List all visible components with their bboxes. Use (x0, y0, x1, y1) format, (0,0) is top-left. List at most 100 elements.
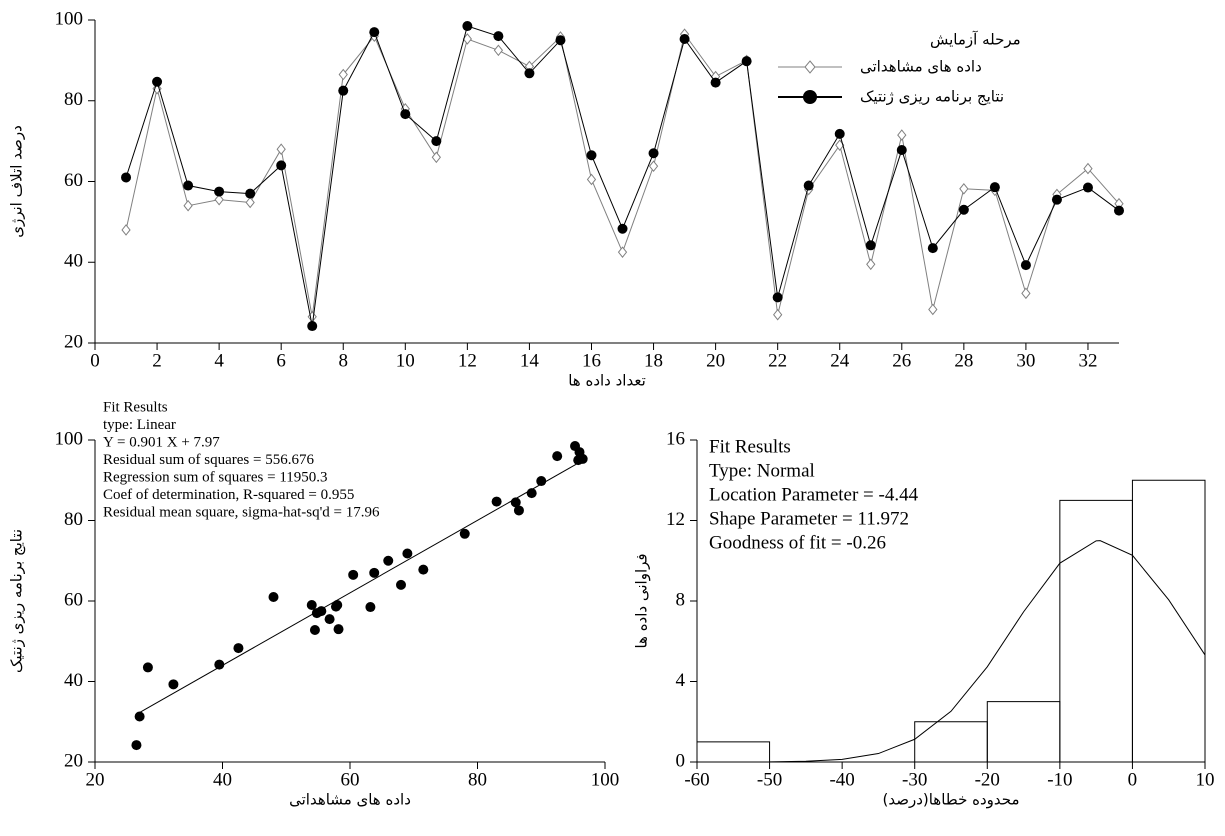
annotation: Fit Results (103, 399, 168, 415)
y-tick-label: 100 (55, 8, 84, 29)
point (309, 624, 320, 635)
marker (586, 150, 597, 161)
marker (338, 85, 349, 96)
x-tick-label: 40 (213, 769, 232, 790)
marker (183, 199, 193, 212)
marker (121, 172, 132, 183)
x-tick-label: 22 (768, 350, 787, 371)
point (330, 601, 341, 612)
x-tick-label: 2 (152, 350, 162, 371)
marker (773, 308, 783, 321)
point (142, 662, 153, 673)
marker (307, 321, 318, 332)
point (536, 476, 547, 487)
x-tick-label: 32 (1078, 350, 1097, 371)
y-tick-label: 60 (64, 170, 83, 191)
y-axis-label: درصد اتلاف انرژی (8, 125, 26, 238)
point (396, 579, 406, 590)
x-tick-label: 24 (830, 350, 850, 371)
annotation: Type: Normal (709, 460, 815, 481)
marker (1114, 205, 1124, 216)
bar (986, 701, 1061, 763)
point (268, 591, 279, 602)
point (418, 564, 429, 575)
marker (989, 182, 1000, 193)
marker (462, 21, 473, 32)
marker (400, 109, 411, 120)
annotation: Shape Parameter = 11.972 (709, 508, 909, 529)
x-axis-label: محدوده خطاها(درصد) (882, 791, 1019, 809)
annotation: Coef of determination, R-squared = 0.955 (103, 487, 354, 503)
marker (1082, 182, 1093, 193)
y-tick-label: 20 (64, 331, 83, 352)
x-tick-label: -20 (975, 769, 1000, 790)
series-line (125, 32, 1120, 317)
x-tick-label: 10 (1196, 769, 1215, 790)
y-axis-label: فراوانی داده ها (633, 553, 651, 648)
x-tick-label: 18 (644, 350, 663, 371)
marker (834, 128, 845, 139)
point (134, 711, 145, 722)
annotation: Goodness of fit = -0.26 (709, 532, 886, 553)
marker (338, 68, 348, 81)
point (348, 569, 359, 580)
marker (741, 56, 752, 67)
marker (121, 224, 131, 236)
marker (803, 180, 814, 191)
point (383, 555, 394, 566)
point (459, 528, 470, 539)
marker (897, 129, 907, 141)
legend-label: نتایج برنامه ریزی ژنتیک (860, 88, 1004, 106)
marker (1020, 260, 1031, 271)
point (233, 643, 244, 654)
marker (245, 196, 255, 209)
marker (431, 136, 442, 147)
annotation: Residual sum of squares = 556.676 (103, 452, 314, 468)
x-tick-label: -60 (684, 769, 709, 790)
marker (710, 77, 721, 88)
marker (152, 76, 163, 87)
y-tick-label: 80 (64, 89, 83, 110)
x-tick-label: 60 (341, 769, 360, 790)
marker (493, 44, 504, 57)
marker (866, 258, 876, 271)
x-tick-label: 8 (338, 350, 348, 371)
annotation: type: Linear (103, 417, 176, 433)
y-tick-label: 80 (64, 509, 83, 530)
x-tick-label: 28 (954, 350, 973, 371)
y-tick-label: 20 (64, 750, 83, 771)
y-tick-label: 12 (666, 509, 685, 530)
y-tick-label: 100 (55, 428, 84, 449)
x-axis-label: داده های مشاهداتی (289, 791, 411, 809)
point (365, 602, 376, 613)
marker (555, 35, 566, 46)
x-tick-label: 20 (86, 769, 105, 790)
marker (959, 182, 969, 195)
point (369, 567, 380, 578)
marker (276, 160, 287, 171)
marker (431, 151, 441, 164)
point (402, 548, 413, 559)
point (570, 441, 581, 452)
x-tick-label: -40 (829, 769, 854, 790)
x-tick-label: 10 (396, 350, 415, 371)
marker (958, 204, 969, 215)
x-tick-label: -30 (902, 769, 927, 790)
marker (1021, 287, 1031, 300)
legend-title: مرحله آزمایش (930, 31, 1021, 49)
marker (865, 240, 876, 251)
annotation: Fit Results (709, 436, 791, 457)
marker (369, 27, 380, 38)
marker (648, 148, 659, 159)
point (577, 453, 588, 464)
point (214, 659, 225, 670)
point (491, 496, 502, 507)
marker (586, 173, 597, 186)
annotation: Regression sum of squares = 11950.3 (103, 469, 328, 485)
marker (648, 160, 659, 172)
y-tick-label: 16 (666, 428, 685, 449)
y-axis-label: نتایج برنامه ریزی ژنتیک (8, 529, 26, 673)
x-tick-label: -10 (1047, 769, 1072, 790)
